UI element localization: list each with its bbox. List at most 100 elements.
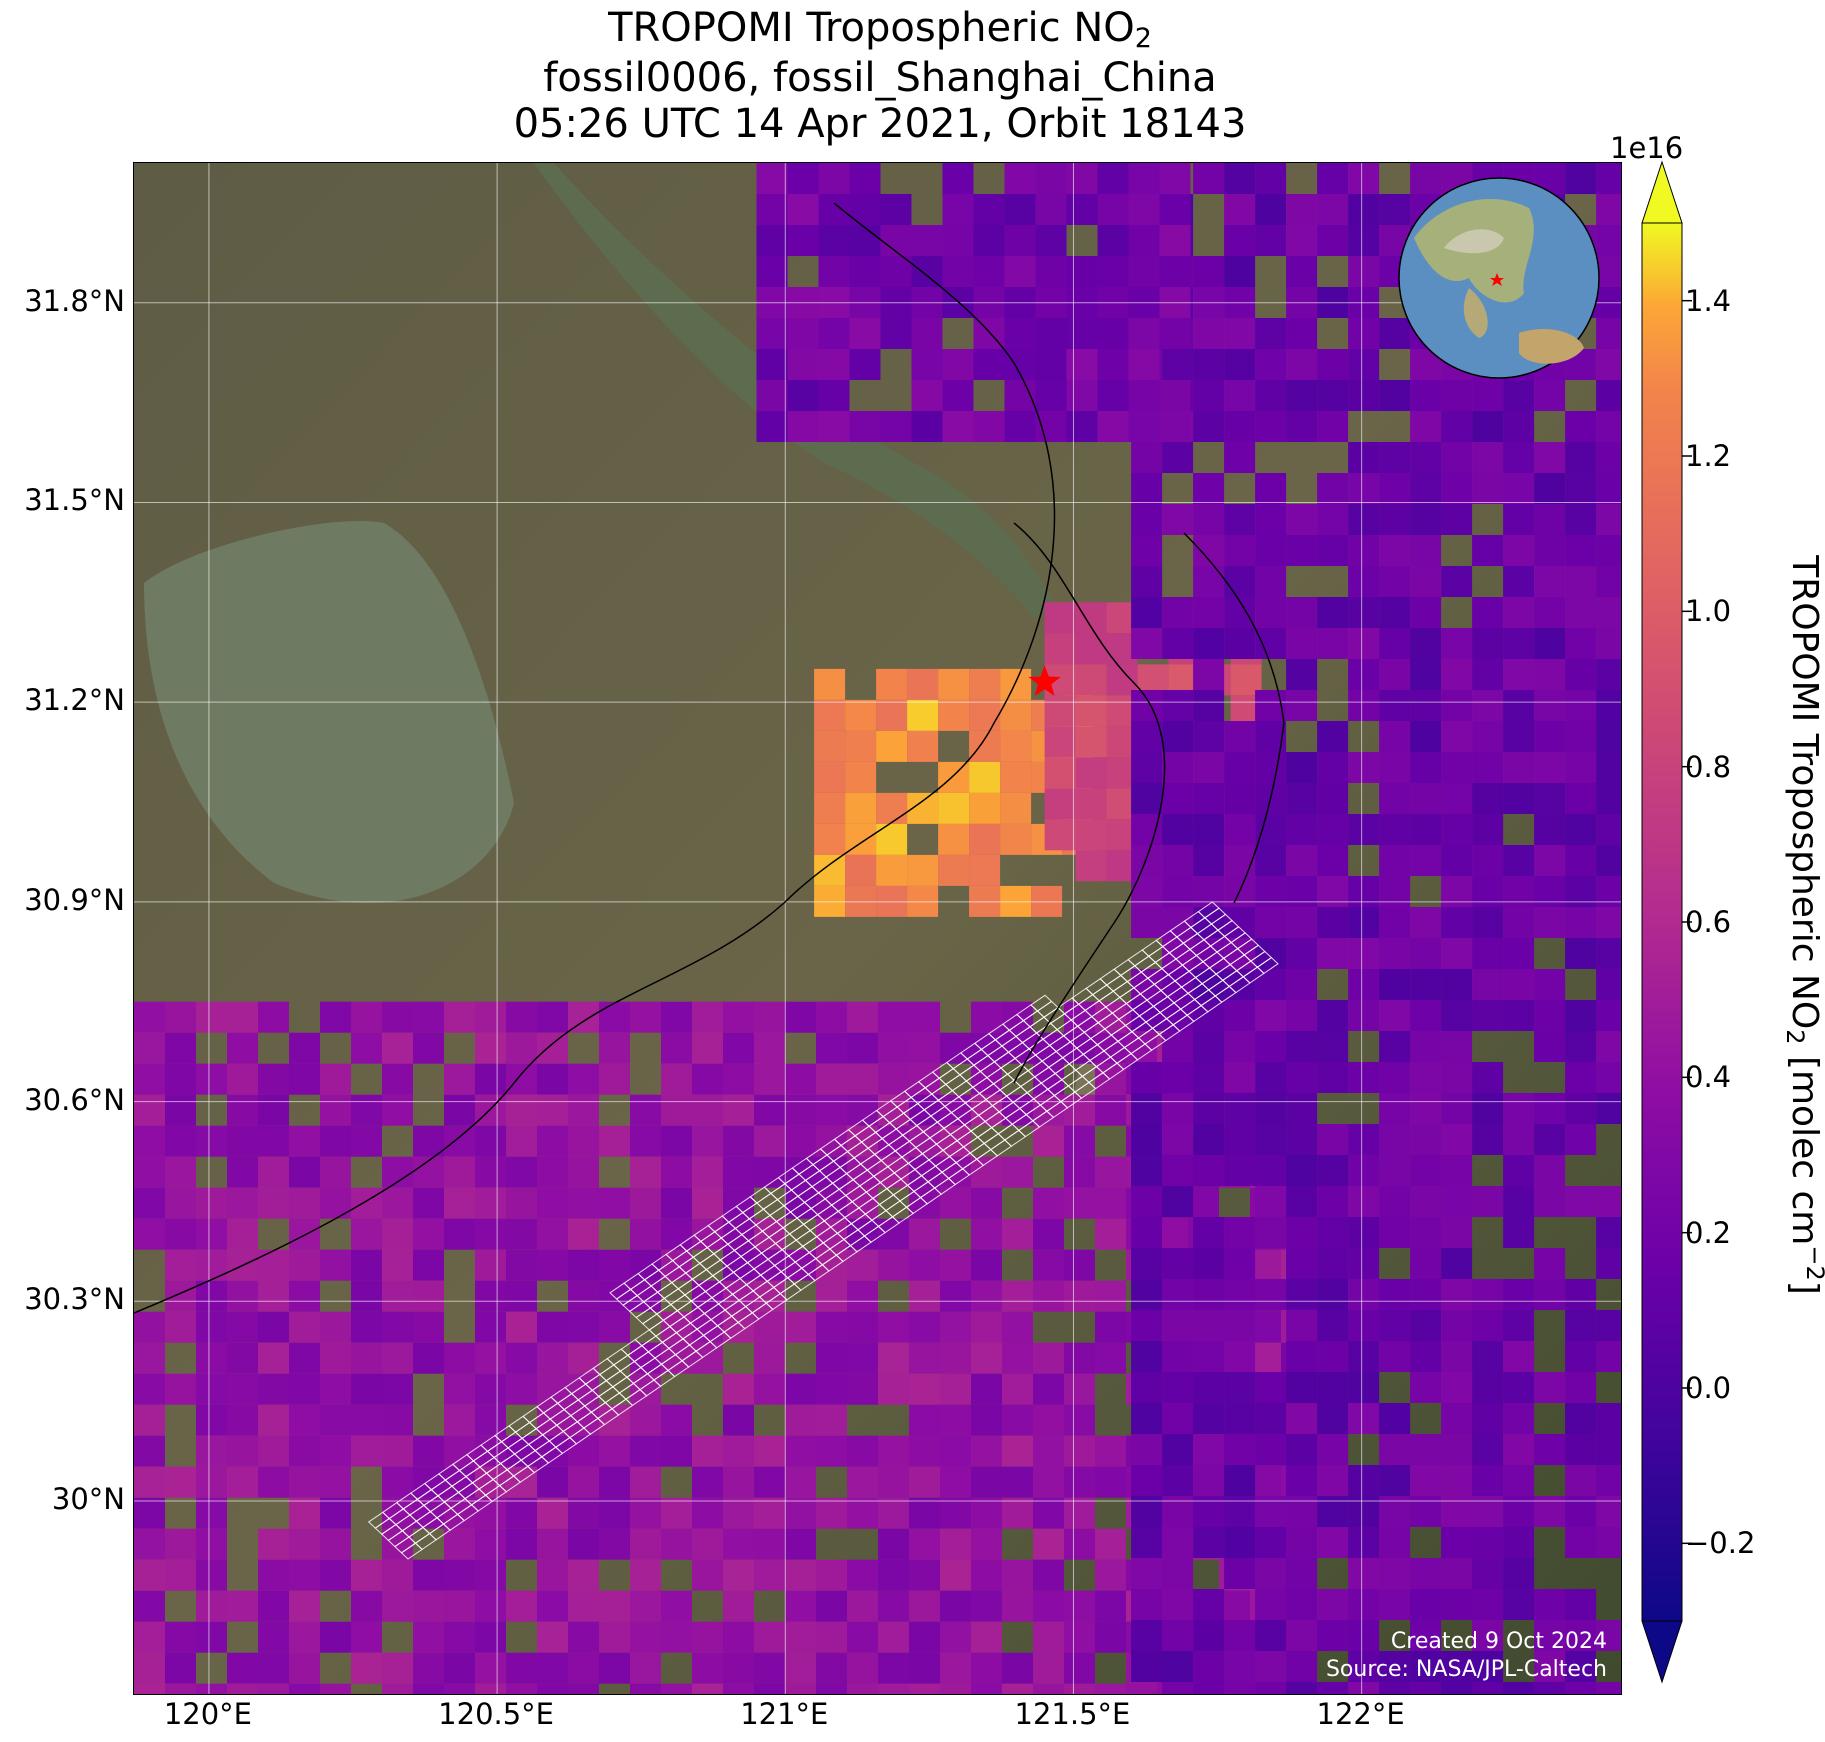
no2-pixel [1472,1434,1504,1465]
no2-pixel [847,1559,878,1591]
no2-pixel [1064,1652,1095,1684]
no2-pixel [1131,969,1163,1000]
no2-pixel [1379,1310,1411,1341]
no2-pixel [1317,1589,1349,1620]
no2-pixel [1596,938,1621,969]
no2-pixel [1255,1527,1287,1558]
no2-pixel [969,854,1001,886]
no2-pixel [845,730,877,762]
no2-pixel [1441,1062,1473,1093]
no2-pixel [1565,721,1597,752]
no2-pixel [1565,1651,1597,1682]
no2-pixel [1128,163,1160,194]
no2-pixel [258,1621,289,1653]
no2-pixel-layer [134,163,1621,1694]
no2-pixel [723,1063,754,1095]
no2-pixel [165,1528,196,1560]
latitude-tick-label: 31.5°N [24,483,125,518]
no2-pixel [878,1528,909,1560]
no2-pixel [1064,1683,1095,1694]
no2-pixel [1379,1403,1411,1434]
no2-pixel [1503,1341,1535,1372]
no2-pixel [1534,814,1566,845]
no2-pixel [382,1249,413,1281]
no2-pixel [1379,845,1411,876]
no2-pixel [227,1683,258,1694]
no2-pixel [1159,318,1191,349]
no2-pixel [1224,938,1256,969]
no2-pixel [1472,1651,1504,1682]
no2-pixel [1033,1342,1064,1374]
no2-pixel [816,1683,847,1694]
no2-pixel [289,1466,320,1498]
no2-pixel [1286,1124,1318,1155]
no2-pixel [196,1528,227,1560]
no2-pixel [1379,473,1411,504]
no2-pixel [787,411,819,442]
no2-pixel [845,761,877,793]
no2-pixel [1250,1249,1281,1281]
no2-pixel [289,1590,320,1622]
no2-pixel [351,1652,382,1684]
no2-pixel [847,1001,878,1033]
no2-pixel [1348,1310,1380,1341]
no2-pixel [1193,1031,1225,1062]
no2-pixel [630,1590,661,1622]
no2-pixel [1193,411,1225,442]
no2-pixel [754,1683,785,1694]
no2-pixel [227,1466,258,1498]
no2-pixel [258,1001,289,1033]
no2-pixel [351,1342,382,1374]
no2-pixel [1565,1372,1597,1403]
no2-pixel [506,1063,537,1095]
no2-pixel [1565,1186,1597,1217]
no2-pixel [876,699,908,731]
no2-pixel [1224,225,1256,256]
no2-pixel [971,1280,1002,1312]
no2-pixel [754,1342,785,1374]
no2-pixel [1255,1155,1287,1186]
colorbar [1641,160,1692,1684]
no2-pixel [754,1435,785,1467]
longitude-tick-label: 120°E [163,1697,253,1731]
no2-pixel [165,1063,196,1095]
no2-pixel [196,1125,227,1157]
no2-pixel [1348,1372,1380,1403]
no2-pixel [785,1094,816,1126]
no2-pixel [973,411,1005,442]
no2-pixel [942,225,974,256]
no2-pixel [1255,225,1287,256]
no2-pixel [1348,628,1380,659]
no2-pixel [1224,1248,1256,1279]
no2-pixel [1075,664,1107,696]
no2-pixel [1064,1373,1095,1405]
no2-pixel [475,1249,506,1281]
no2-pixel [1255,1434,1287,1465]
no2-pixel [599,1187,630,1219]
no2-pixel [1162,1465,1194,1496]
no2-pixel [599,1404,630,1436]
no2-pixel [165,1683,196,1694]
no2-pixel [1224,845,1256,876]
no2-pixel [1503,1558,1535,1589]
no2-pixel [444,1373,475,1405]
no2-pixel [756,225,788,256]
no2-pixel [1033,1559,1064,1591]
no2-pixel [1348,1589,1380,1620]
no2-pixel [1286,1620,1318,1651]
no2-pixel [1565,442,1597,473]
no2-pixel [599,1621,630,1653]
no2-pixel [1565,938,1597,969]
no2-pixel [1004,225,1036,256]
no2-pixel [847,1497,878,1529]
no2-pixel [1441,907,1473,938]
no2-pixel [289,1373,320,1405]
no2-pixel [1317,752,1349,783]
no2-pixel [661,1435,692,1467]
latitude-tick-label: 30.9°N [24,882,125,917]
no2-pixel [1410,1372,1442,1403]
no2-pixel [1441,473,1473,504]
no2-pixel [1193,814,1225,845]
no2-pixel [1064,1404,1095,1436]
colorbar-tick-label: 1.4 [1685,283,1732,318]
